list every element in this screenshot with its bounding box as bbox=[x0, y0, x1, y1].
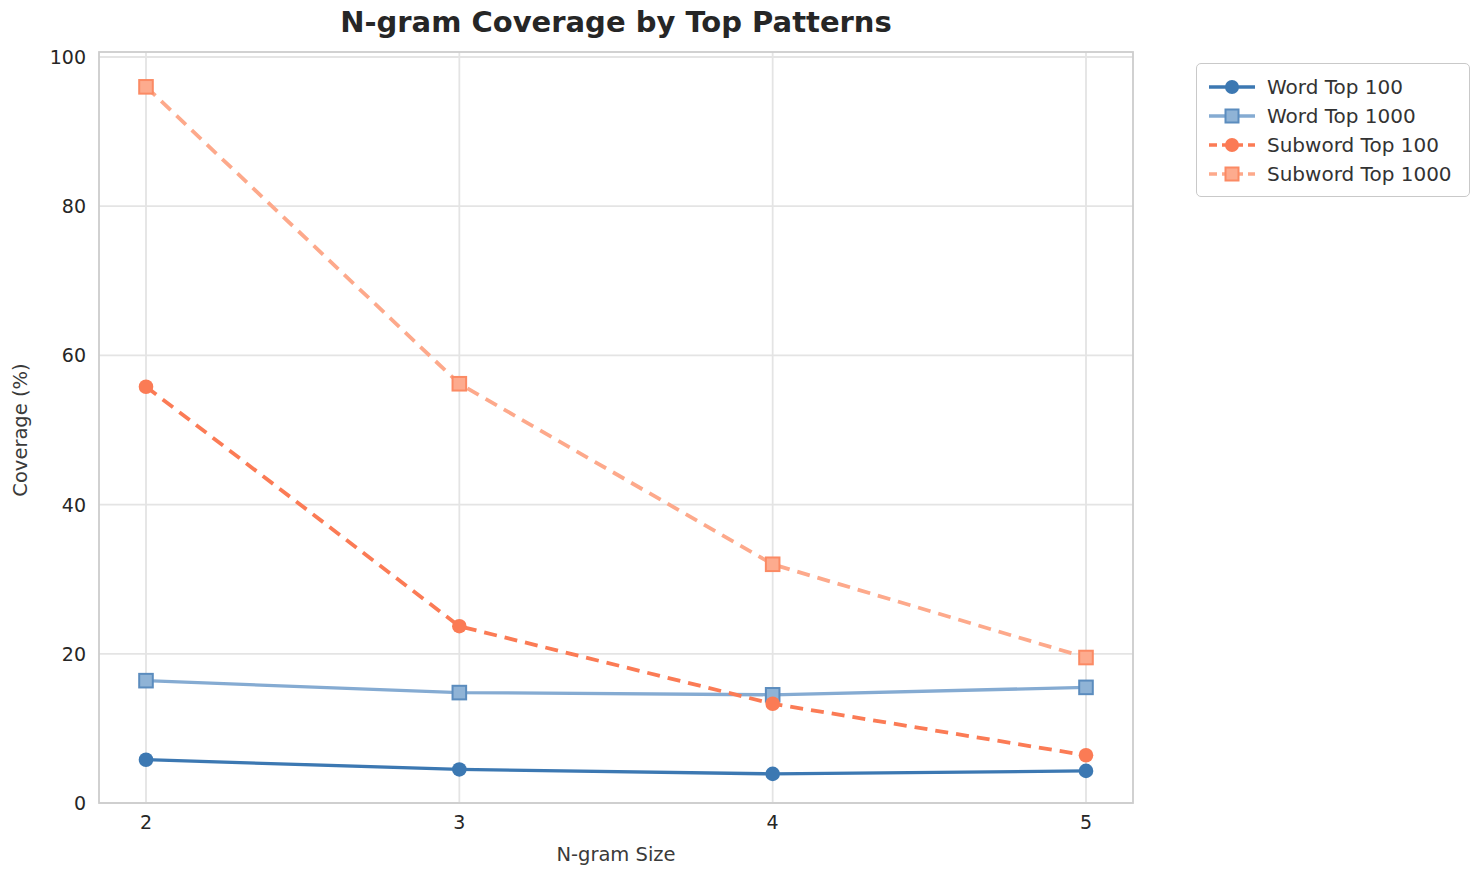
legend-marker-subword-top-100 bbox=[1225, 138, 1239, 152]
circle-marker-word-top-100 bbox=[139, 752, 154, 767]
series-line-word-top-100 bbox=[146, 760, 1086, 774]
square-marker-subword-top-1000 bbox=[1079, 651, 1093, 665]
square-marker-subword-top-1000 bbox=[453, 377, 467, 391]
x-tick-label: 5 bbox=[1056, 811, 1116, 833]
legend-item-word-top-1000: Word Top 1000 bbox=[1208, 101, 1452, 130]
x-tick-label: 4 bbox=[743, 811, 803, 833]
circle-marker-word-top-100 bbox=[765, 767, 780, 782]
legend-sample-subword-top-100 bbox=[1208, 134, 1256, 156]
legend-label-word-top-100: Word Top 100 bbox=[1267, 75, 1403, 99]
circle-marker-subword-top-100 bbox=[452, 619, 467, 634]
circle-marker-subword-top-100 bbox=[1079, 748, 1094, 763]
square-marker-subword-top-1000 bbox=[766, 557, 780, 571]
legend-marker-word-top-100 bbox=[1225, 80, 1239, 94]
square-marker-word-top-1000 bbox=[453, 686, 467, 700]
y-axis-label: Coverage (%) bbox=[9, 363, 32, 496]
legend-label-word-top-1000: Word Top 1000 bbox=[1267, 104, 1416, 128]
legend-sample-word-top-100 bbox=[1208, 76, 1256, 98]
y-tick-label: 20 bbox=[0, 641, 86, 667]
x-axis-label: N-gram Size bbox=[99, 843, 1133, 866]
legend-marker-word-top-1000 bbox=[1226, 109, 1239, 122]
series-line-subword-top-1000 bbox=[146, 87, 1086, 658]
y-tick-label: 80 bbox=[0, 193, 86, 219]
legend-item-word-top-100: Word Top 100 bbox=[1208, 72, 1452, 101]
legend-label-subword-top-100: Subword Top 100 bbox=[1267, 133, 1439, 157]
legend-sample-subword-top-1000 bbox=[1208, 163, 1256, 185]
legend-item-subword-top-1000: Subword Top 1000 bbox=[1208, 159, 1452, 188]
y-tick-label: 60 bbox=[0, 342, 86, 368]
legend-marker-subword-top-1000 bbox=[1226, 167, 1239, 180]
y-tick-label: 100 bbox=[0, 44, 86, 70]
circle-marker-subword-top-100 bbox=[765, 696, 780, 711]
square-marker-word-top-1000 bbox=[139, 674, 153, 688]
square-marker-subword-top-1000 bbox=[139, 80, 153, 94]
circle-marker-word-top-100 bbox=[1079, 764, 1094, 779]
square-marker-word-top-1000 bbox=[1079, 681, 1093, 695]
legend: Word Top 100 Word Top 1000 Subword Top 100… bbox=[1196, 63, 1470, 197]
y-tick-label: 0 bbox=[0, 790, 86, 816]
circle-marker-word-top-100 bbox=[452, 762, 467, 777]
series-line-subword-top-100 bbox=[146, 387, 1086, 756]
y-tick-label: 40 bbox=[0, 492, 86, 518]
legend-sample-word-top-1000 bbox=[1208, 105, 1256, 127]
legend-item-subword-top-100: Subword Top 100 bbox=[1208, 130, 1452, 159]
series-line-word-top-1000 bbox=[146, 681, 1086, 695]
x-tick-label: 2 bbox=[116, 811, 176, 833]
x-tick-label: 3 bbox=[429, 811, 489, 833]
line-chart-figure: N-gram Coverage by Top Patterns Coverage… bbox=[0, 0, 1478, 885]
legend-label-subword-top-1000: Subword Top 1000 bbox=[1267, 162, 1452, 186]
circle-marker-subword-top-100 bbox=[139, 379, 154, 394]
